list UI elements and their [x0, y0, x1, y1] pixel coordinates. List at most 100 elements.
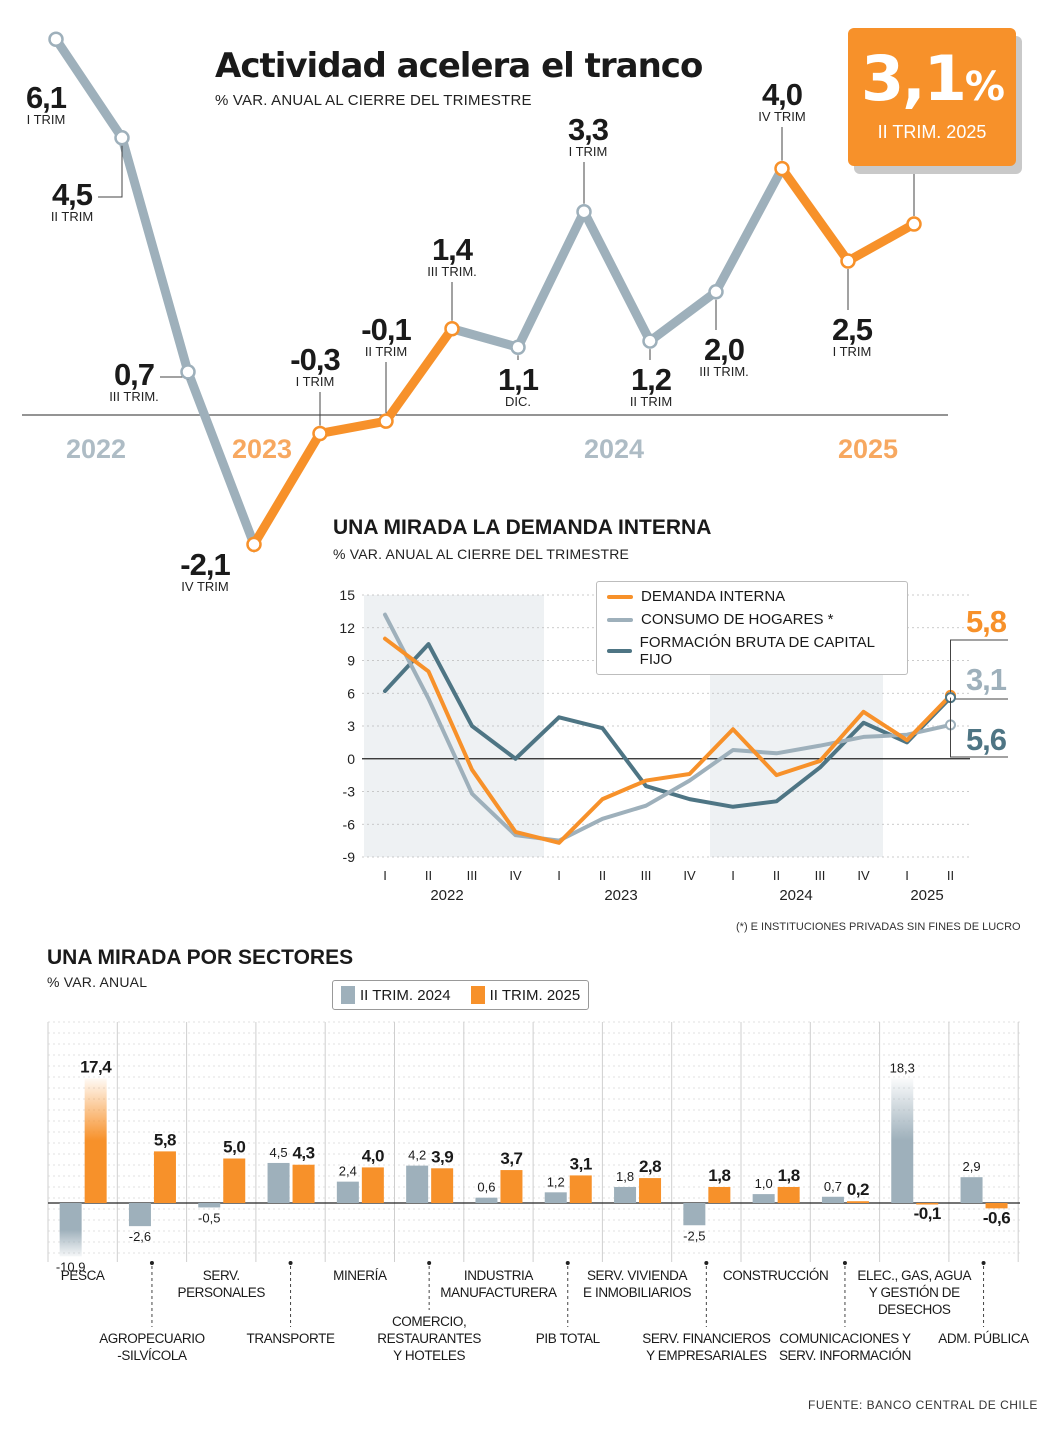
bar	[223, 1158, 246, 1203]
series-end-label: 5,8	[966, 604, 1007, 639]
x-tick-label: IV	[683, 868, 696, 883]
point-period-label: DIC.	[505, 394, 531, 409]
sectors-legend: II TRIM. 2024 II TRIM. 2025	[332, 980, 590, 1010]
data-point	[906, 216, 922, 232]
bar	[128, 1203, 151, 1227]
badge-unit: %	[964, 64, 1005, 110]
badge-label: II TRIM. 2025	[877, 122, 987, 142]
point-period-label: III TRIM.	[699, 364, 749, 379]
label-dot	[842, 1261, 847, 1265]
page-subtitle: % VAR. ANUAL AL CIERRE DEL TRIMESTRE	[215, 92, 532, 109]
x-tick-label: I	[383, 868, 387, 883]
point-period-label: IV TRIM	[181, 579, 228, 594]
category-label: TRANSPORTE	[247, 1331, 335, 1346]
source-note: FUENTE: BANCO CENTRAL DE CHILE	[808, 1398, 1038, 1412]
label-dot	[565, 1261, 570, 1265]
bar	[639, 1178, 662, 1203]
category-label: Y HOTELES	[393, 1348, 465, 1363]
x-tick-label: III	[467, 868, 478, 883]
point-period-label: III TRIM.	[427, 264, 477, 279]
x-year-label: 2023	[604, 887, 637, 904]
category-label: ELEC., GAS, AGUA	[857, 1268, 971, 1283]
bar-value-label: 2,9	[963, 1159, 981, 1174]
bar	[752, 1194, 775, 1203]
line-segment	[513, 207, 589, 352]
bar-value-label: 18,3	[890, 1060, 915, 1075]
badge-value: 3,1	[861, 42, 967, 115]
bar	[846, 1201, 869, 1203]
bar	[777, 1186, 800, 1203]
data-point	[840, 253, 856, 269]
bar	[198, 1203, 221, 1208]
label-dot	[427, 1261, 432, 1265]
demand-legend: DEMANDA INTERNA CONSUMO DE HOGARES * FOR…	[596, 581, 908, 675]
bar-value-label: 3,7	[500, 1149, 522, 1168]
demand-chart-title: UNA MIRADA LA DEMANDA INTERNA	[333, 516, 712, 539]
bar	[985, 1203, 1008, 1209]
y-tick-label: 9	[347, 653, 355, 669]
y-tick-label: 3	[347, 718, 355, 734]
point-value-label: 1,1	[498, 362, 539, 397]
point-value-label: 2,5	[832, 312, 873, 347]
leader-line	[950, 697, 1008, 758]
data-point	[510, 339, 526, 355]
x-tick-label: II	[947, 868, 954, 883]
point-period-label: III TRIM.	[109, 389, 159, 404]
x-tick-label: III	[815, 868, 826, 883]
bar-value-label: 1,8	[708, 1166, 730, 1185]
bar-value-label: 2,8	[639, 1157, 661, 1176]
bar-value-label: 0,7	[824, 1179, 842, 1194]
series-line	[383, 612, 953, 843]
line-segment	[843, 219, 919, 266]
category-label: MINERÍA	[333, 1268, 387, 1283]
bar	[336, 1181, 359, 1203]
x-year-label: 2022	[430, 887, 463, 904]
bar	[544, 1192, 567, 1203]
bar-value-label: 17,4	[80, 1057, 112, 1076]
point-value-label: -0,3	[290, 342, 340, 377]
point-period-label: I TRIM	[27, 112, 66, 127]
x-tick-label: I	[557, 868, 561, 883]
bar-value-label: -2,6	[129, 1229, 151, 1244]
bar-value-label: -10,9	[56, 1259, 86, 1274]
point-value-label: 4,5	[52, 177, 93, 212]
legend-label: II TRIM. 2025	[489, 986, 581, 1004]
category-label: COMERCIO,	[392, 1314, 466, 1329]
category-label: CONSTRUCCIÓN	[723, 1268, 828, 1283]
y-tick-label: -9	[343, 849, 356, 865]
category-label: SERV. VIVIENDA	[587, 1268, 688, 1283]
x-year-label: 2024	[779, 887, 812, 904]
x-year-label: 2025	[910, 887, 943, 904]
data-point	[114, 130, 130, 146]
bar	[916, 1203, 939, 1205]
sectors-chart-subtitle: % VAR. ANUAL	[47, 974, 148, 990]
point-value-label: 1,2	[631, 362, 671, 397]
bar	[406, 1165, 429, 1203]
point-value-label: 3,3	[568, 112, 609, 147]
bar-value-label: -0,5	[198, 1210, 220, 1225]
bar	[614, 1186, 637, 1203]
bar	[500, 1170, 523, 1203]
x-tick-label: IV	[857, 868, 870, 883]
legend-item-fbcf: FORMACIÓN BRUTA DE CAPITAL FIJO	[607, 634, 897, 668]
bar	[708, 1186, 731, 1203]
leader-line	[950, 639, 1008, 696]
bar-value-label: 1,8	[616, 1169, 634, 1184]
category-label: ADM. PÚBLICA	[938, 1331, 1029, 1346]
y-tick-label: -6	[343, 816, 356, 832]
category-label: MANUFACTURERA	[440, 1285, 557, 1300]
point-period-label: II TRIM	[365, 344, 407, 359]
bar-value-label: 0,6	[477, 1180, 495, 1195]
bar	[153, 1151, 176, 1203]
point-value-label: -0,1	[361, 312, 411, 347]
label-dot	[149, 1261, 154, 1265]
point-period-label: IV TRIM	[758, 109, 805, 124]
legend-item-demanda: DEMANDA INTERNA	[607, 588, 897, 605]
bar-value-label: 5,8	[154, 1130, 176, 1149]
category-label: Y EMPRESARIALES	[646, 1348, 767, 1363]
label-dot	[981, 1261, 986, 1265]
y-tick-label: -3	[343, 784, 356, 800]
label-dot	[704, 1261, 709, 1265]
series-line	[383, 636, 953, 845]
bar	[84, 1078, 107, 1203]
